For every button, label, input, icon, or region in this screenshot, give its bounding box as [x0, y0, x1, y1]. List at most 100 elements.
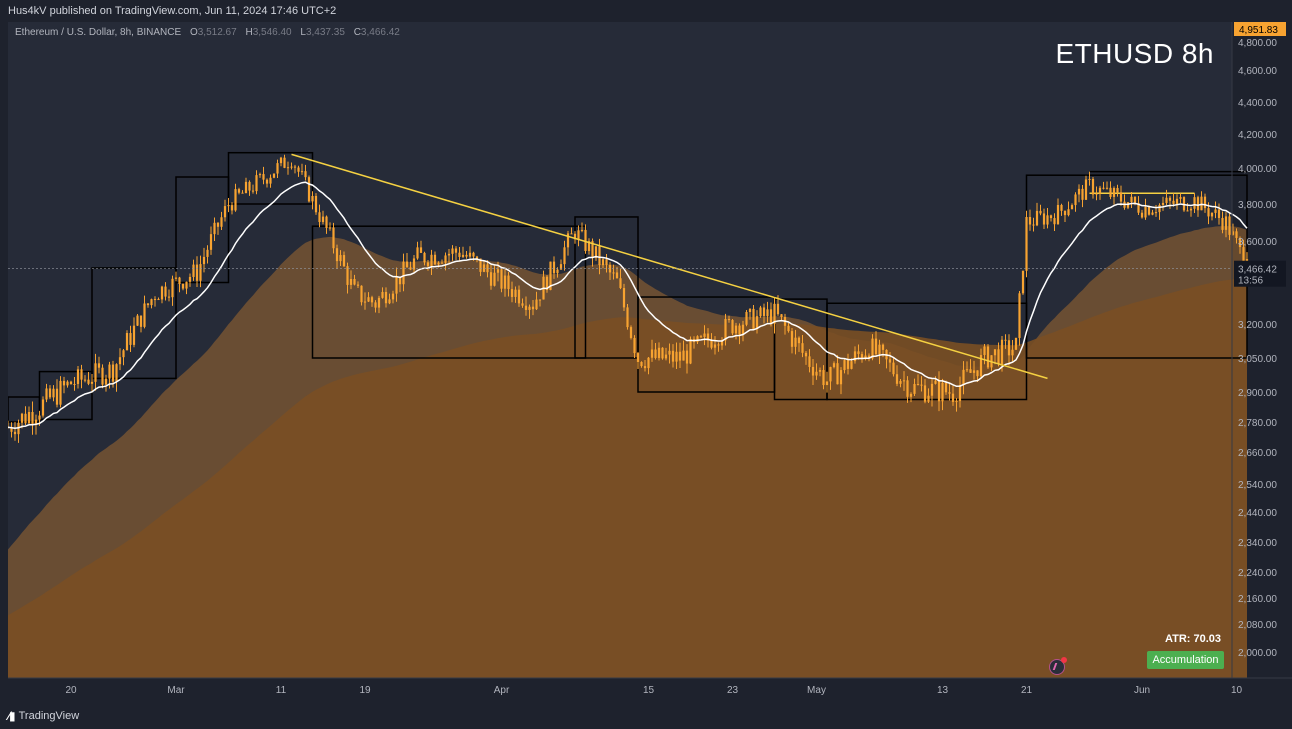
candle-body [857, 351, 860, 355]
candle-body [1158, 204, 1161, 213]
candle-body [1039, 210, 1042, 214]
candle-body [45, 388, 48, 400]
candle-body [346, 266, 349, 285]
candle-body [678, 351, 682, 361]
candle-body [724, 318, 727, 341]
candle-body [1046, 215, 1049, 225]
candle-body [160, 286, 164, 300]
candle-body [248, 181, 251, 191]
candle-body [1179, 197, 1182, 199]
candle-body [619, 278, 622, 289]
candle-body [405, 261, 409, 268]
candle-body [307, 177, 311, 202]
candle-body [1011, 349, 1014, 356]
candle-body [1168, 197, 1172, 201]
candle-body [605, 259, 608, 265]
candle-body [374, 302, 377, 308]
candle-body [825, 381, 829, 386]
candle-body [83, 379, 87, 381]
candle-body [447, 253, 451, 256]
candle-body [629, 327, 633, 338]
candle-body [234, 189, 237, 211]
candle-body [1172, 200, 1175, 204]
candle-body [1049, 215, 1053, 219]
candle-body [321, 216, 325, 223]
price-tick-label: 2,340.00 [1238, 538, 1277, 549]
candle-body [52, 388, 55, 398]
candle-body [587, 241, 591, 252]
candle-body [80, 369, 83, 380]
top-price-tag [1234, 22, 1286, 36]
candle-body [731, 320, 734, 334]
open-value: 3,512.67 [197, 27, 237, 38]
candle-body [1014, 337, 1018, 350]
candle-body [1210, 212, 1214, 217]
candle-body [538, 299, 542, 301]
alert-lightning-icon[interactable] [1049, 657, 1067, 675]
candle-body [703, 333, 706, 337]
candle-body [818, 370, 822, 372]
candle-body [598, 246, 601, 266]
candle-body [773, 303, 776, 324]
candle-body [1186, 210, 1189, 212]
candle-body [125, 333, 129, 351]
symbol-description: Ethereum / U.S. Dollar, 8h, BINANCE [15, 27, 182, 38]
chart-frame[interactable]: 4,800.00 4,600.00 4,400.00 4,200.00 4,000.00… [8, 22, 1292, 705]
candle-body [734, 325, 738, 334]
candle-body [934, 380, 937, 384]
candle-body [311, 195, 314, 202]
footer-bar: ⁄▮ TradingView [0, 705, 1292, 729]
candle-body [1042, 213, 1046, 225]
candle-body [948, 392, 951, 394]
time-tick-label: 19 [359, 685, 371, 696]
candle-body [1084, 179, 1088, 200]
candle-body [122, 350, 125, 358]
price-chart[interactable]: 4,800.00 4,600.00 4,400.00 4,200.00 4,000.00… [8, 22, 1292, 705]
candle-body [349, 279, 353, 285]
candle-body [976, 370, 979, 377]
candle-body [94, 363, 97, 382]
candle-body [507, 275, 510, 290]
candle-body [517, 289, 521, 304]
candle-body [755, 316, 759, 330]
candle-body [356, 284, 360, 286]
tradingview-logo-icon: ⁄▮ [8, 709, 16, 723]
candle-body [132, 325, 136, 345]
low-value: 3,437.35 [305, 27, 345, 38]
candle-body [717, 344, 720, 346]
candle-body [563, 247, 566, 265]
candle-body [409, 267, 412, 270]
candle-body [1137, 202, 1140, 213]
candle-body [566, 233, 570, 248]
candle-body [503, 275, 507, 289]
candle-body [398, 276, 402, 285]
time-tick-label: 21 [1021, 685, 1033, 696]
range-box [91, 267, 177, 380]
range-box [311, 225, 587, 359]
candle-body [766, 309, 769, 316]
candle-body [965, 369, 969, 371]
candle-body [293, 166, 297, 168]
candle-body [472, 252, 475, 257]
candle-body [633, 337, 636, 354]
candle-body [111, 364, 115, 382]
candle-body [1035, 210, 1039, 226]
publish-header: Hus4kV published on TradingView.com, Jun… [0, 0, 1292, 22]
candle-body [531, 306, 535, 310]
candle-body [745, 312, 748, 325]
candle-body [993, 349, 997, 356]
candle-body [269, 177, 272, 184]
candle-body [846, 360, 850, 369]
tradingview-logo[interactable]: ⁄▮ TradingView [8, 709, 79, 723]
candle-body [62, 380, 66, 386]
candle-body [1091, 178, 1095, 195]
candle-body [423, 252, 426, 263]
candle-body [104, 378, 108, 385]
candle-body [101, 367, 104, 385]
candle-body [1154, 212, 1158, 214]
high-key: H [245, 27, 253, 38]
price-tick-label: 2,440.00 [1238, 508, 1277, 519]
candle-body [1242, 247, 1245, 272]
candle-body [643, 366, 647, 369]
candle-body [969, 369, 972, 373]
